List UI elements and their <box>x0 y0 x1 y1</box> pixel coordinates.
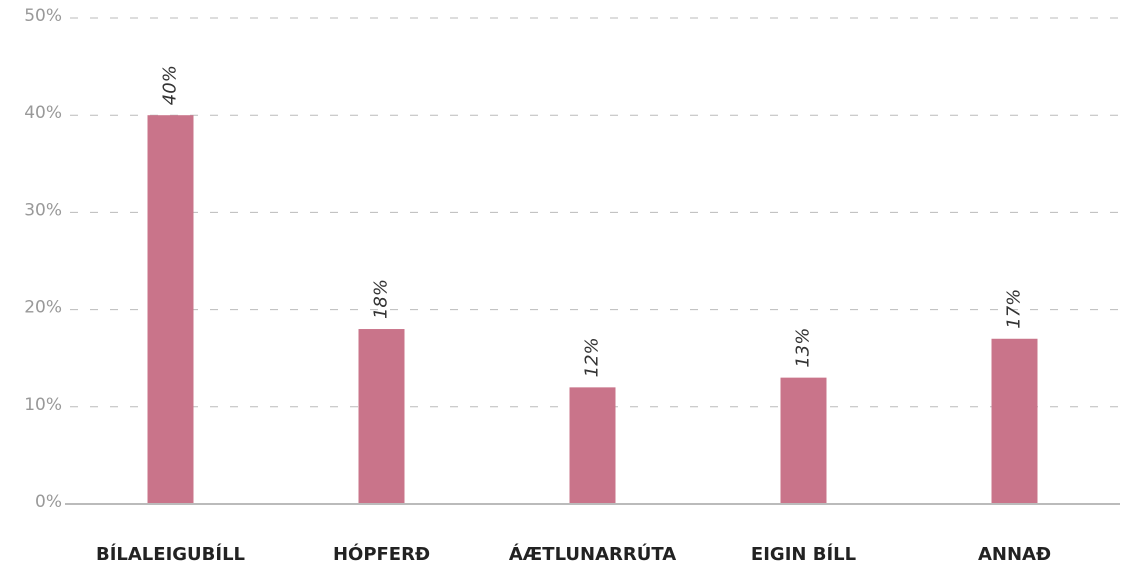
y-tick-label: 40% <box>24 103 62 123</box>
x-tick-label: EIGIN BÍLL <box>751 543 856 565</box>
value-label: 40% <box>160 65 181 105</box>
value-label: 17% <box>1004 289 1025 329</box>
y-tick-label: 50% <box>24 6 62 26</box>
y-tick-label: 10% <box>24 395 62 415</box>
y-tick-label: 0% <box>35 492 62 512</box>
value-label: 13% <box>793 328 814 368</box>
x-tick-label: ÁÆTLUNARRÚTA <box>509 543 676 565</box>
y-tick-label: 30% <box>24 200 62 220</box>
x-tick-label: HÓPFERÐ <box>333 543 430 565</box>
bar <box>358 329 405 504</box>
value-label: 18% <box>371 279 392 319</box>
bar <box>780 377 827 504</box>
x-tick-label: ANNAÐ <box>978 544 1051 565</box>
bar <box>569 387 616 504</box>
bar <box>147 115 194 504</box>
x-tick-label: BÍLALEIGUBÍLL <box>96 543 245 565</box>
value-label: 12% <box>582 337 603 377</box>
bar <box>991 338 1038 504</box>
y-tick-label: 20% <box>24 298 62 318</box>
